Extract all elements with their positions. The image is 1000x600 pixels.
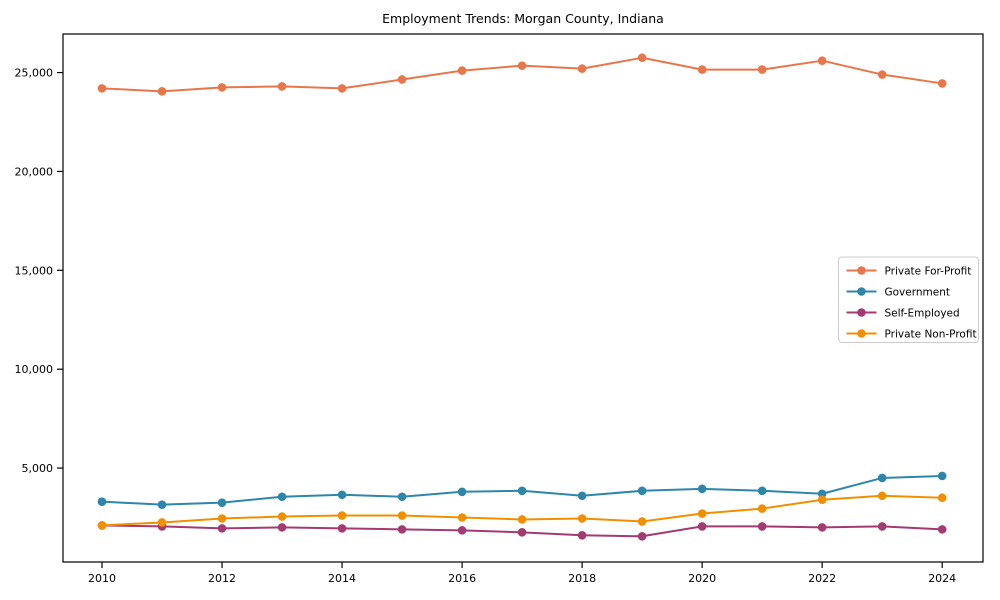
data-point-government-2015 — [397, 492, 407, 502]
data-point-government-2019 — [637, 486, 647, 496]
data-point-self-employed-2015 — [397, 525, 407, 534]
legend-swatch-dot-private-non-profit — [857, 329, 866, 338]
data-point-self-employed-2024 — [937, 525, 947, 534]
data-point-private-non-profit-2019 — [637, 517, 647, 526]
data-point-private-non-profit-2018 — [577, 514, 587, 523]
x-tick-label: 2018 — [568, 572, 596, 585]
data-point-self-employed-2018 — [577, 531, 587, 540]
data-point-self-employed-2016 — [457, 526, 467, 535]
legend-swatch-dot-self-employed — [857, 308, 866, 317]
data-point-private-non-profit-2017 — [517, 515, 527, 524]
x-tick-label: 2014 — [328, 572, 356, 585]
data-point-private-for-profit-2024 — [937, 79, 947, 88]
data-point-government-2020 — [697, 484, 707, 494]
data-point-private-for-profit-2015 — [397, 75, 407, 84]
data-point-private-non-profit-2013 — [277, 512, 287, 521]
data-point-private-for-profit-2019 — [637, 53, 647, 63]
data-point-private-for-profit-2011 — [157, 87, 167, 96]
data-point-private-for-profit-2018 — [577, 64, 587, 73]
data-point-private-non-profit-2021 — [757, 504, 767, 513]
legend-label-government: Government — [885, 286, 950, 298]
data-point-self-employed-2019 — [637, 531, 647, 541]
data-point-private-for-profit-2013 — [277, 82, 287, 91]
data-point-self-employed-2023 — [877, 522, 887, 531]
x-tick-label: 2022 — [808, 572, 836, 585]
data-point-government-2013 — [277, 492, 287, 502]
y-tick-label: 25,000 — [15, 67, 54, 80]
data-point-private-for-profit-2020 — [697, 65, 707, 74]
data-point-private-non-profit-2020 — [697, 509, 707, 518]
data-point-private-non-profit-2022 — [817, 495, 827, 505]
data-point-government-2011 — [157, 500, 167, 509]
data-point-private-for-profit-2022 — [817, 56, 827, 65]
data-point-private-non-profit-2015 — [397, 511, 407, 520]
y-tick-label: 5,000 — [22, 462, 54, 475]
data-point-government-2010 — [97, 497, 107, 506]
data-point-government-2016 — [457, 487, 467, 497]
y-tick-label: 20,000 — [15, 165, 54, 178]
data-point-government-2024 — [937, 471, 947, 481]
data-point-government-2023 — [877, 473, 887, 483]
data-point-self-employed-2012 — [217, 524, 227, 533]
data-point-government-2014 — [337, 490, 347, 500]
x-tick-label: 2024 — [928, 572, 956, 585]
data-point-private-non-profit-2016 — [457, 513, 467, 522]
data-point-private-non-profit-2011 — [157, 518, 167, 527]
data-point-self-employed-2020 — [697, 522, 707, 531]
data-point-private-non-profit-2014 — [337, 511, 347, 520]
data-point-private-non-profit-2012 — [217, 514, 227, 523]
legend-label-private-non-profit: Private Non-Profit — [885, 328, 977, 340]
data-point-private-for-profit-2016 — [457, 66, 467, 75]
data-point-private-for-profit-2023 — [877, 70, 887, 79]
data-point-self-employed-2021 — [757, 522, 767, 531]
data-point-private-for-profit-2010 — [97, 84, 107, 93]
x-tick-label: 2020 — [688, 572, 716, 585]
data-point-private-for-profit-2021 — [757, 65, 767, 74]
y-tick-label: 15,000 — [15, 264, 54, 277]
data-point-self-employed-2014 — [337, 524, 347, 533]
legend-swatch-dot-private-for-profit — [857, 266, 866, 275]
legend-swatch-dot-government — [857, 287, 866, 296]
legend-label-self-employed: Self-Employed — [885, 307, 960, 319]
data-point-private-non-profit-2023 — [877, 491, 887, 501]
chart-title: Employment Trends: Morgan County, Indian… — [382, 11, 664, 26]
data-point-self-employed-2017 — [517, 528, 527, 537]
x-tick-label: 2010 — [88, 572, 116, 585]
x-tick-label: 2016 — [448, 572, 476, 585]
legend-label-private-for-profit: Private For-Profit — [885, 265, 972, 277]
x-tick-label: 2012 — [208, 572, 236, 585]
data-point-self-employed-2013 — [277, 523, 287, 532]
y-tick-label: 10,000 — [15, 363, 54, 376]
data-point-private-for-profit-2017 — [517, 61, 527, 70]
data-point-private-for-profit-2012 — [217, 83, 227, 92]
data-point-private-for-profit-2014 — [337, 84, 347, 93]
data-point-government-2012 — [217, 498, 227, 507]
plot-frame — [62, 33, 984, 563]
data-point-government-2018 — [577, 491, 587, 501]
data-point-government-2017 — [517, 486, 527, 496]
data-point-government-2022 — [817, 489, 827, 499]
data-point-private-non-profit-2024 — [937, 493, 947, 503]
data-point-self-employed-2022 — [817, 523, 827, 532]
data-point-government-2021 — [757, 486, 767, 496]
legend-box — [838, 256, 979, 343]
data-point-private-non-profit-2010 — [97, 521, 107, 530]
